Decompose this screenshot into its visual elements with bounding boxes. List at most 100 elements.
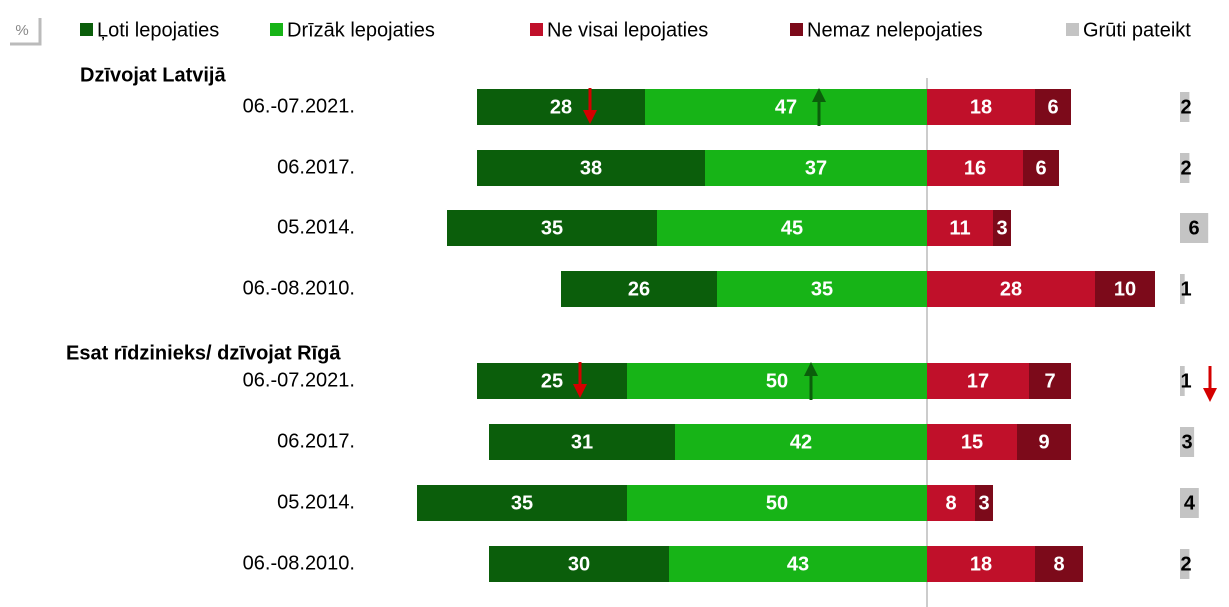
bar-segment (627, 363, 927, 399)
legend-swatch (270, 23, 283, 36)
aside-value-label: 2 (1180, 157, 1191, 179)
arrow-down (573, 362, 587, 398)
bar-value-label: 26 (628, 278, 650, 300)
bar-value-label: 28 (1000, 278, 1022, 300)
bar-segment (717, 271, 927, 307)
category-label: 06.-07.2021. (243, 95, 355, 117)
bar-value-label: 45 (781, 217, 803, 239)
bar-value-label: 15 (961, 431, 983, 453)
legend-label: Ļoti lepojaties (97, 19, 219, 41)
bar-value-label: 50 (766, 492, 788, 514)
category-label: 06.2017. (277, 156, 355, 178)
arrows (573, 88, 1217, 402)
aside-bar (1180, 92, 1190, 122)
bar-value-label: 31 (571, 431, 593, 453)
bar-value-label: 43 (787, 553, 809, 575)
bar-value-label: 38 (580, 157, 602, 179)
aside-bar (1180, 213, 1209, 243)
aside-bar (1180, 488, 1199, 518)
bar-segment (675, 424, 927, 460)
bar-value-label: 3 (978, 492, 989, 514)
bar-segment (1095, 271, 1155, 307)
bar-segment (669, 546, 927, 582)
unit-box (10, 18, 42, 46)
category-label: 06.2017. (277, 430, 355, 452)
aside-value-label: 4 (1184, 492, 1196, 514)
aside-bar (1180, 549, 1190, 579)
bar-value-label: 18 (970, 96, 992, 118)
legend-label: Nemaz nelepojaties (807, 19, 983, 41)
bar-segment (927, 424, 1017, 460)
bar-segment (1029, 363, 1071, 399)
aside-bar (1180, 153, 1190, 183)
bar-value-label: 50 (766, 370, 788, 392)
legend-swatch (790, 23, 803, 36)
bar-value-label: 7 (1044, 370, 1055, 392)
bar-value-label: 35 (541, 217, 563, 239)
category-label: 06.-07.2021. (243, 369, 355, 391)
legend-swatch (80, 23, 93, 36)
bar-value-label: 18 (970, 553, 992, 575)
bar-value-label: 35 (511, 492, 533, 514)
aside-bar (1180, 274, 1185, 304)
bar-value-label: 42 (790, 431, 812, 453)
bar-value-label: 8 (945, 492, 956, 514)
aside-value-label: 1 (1180, 278, 1191, 300)
bar-segment (705, 150, 927, 186)
bar-segment (927, 150, 1023, 186)
legend-label: Drīzāk lepojaties (287, 19, 435, 41)
bar-value-label: 35 (811, 278, 833, 300)
bar-value-label: 6 (1035, 157, 1046, 179)
bar-value-label: 3 (996, 217, 1007, 239)
arrow-up (812, 88, 826, 126)
aside-value-label: 3 (1181, 431, 1192, 453)
category-label: 05.2014. (277, 216, 355, 238)
bar-value-label: 28 (550, 96, 572, 118)
bar-value-label: 10 (1114, 278, 1136, 300)
arrow-down (1203, 366, 1217, 402)
legend-label: Ne visai lepojaties (547, 19, 708, 41)
bar-segment (1035, 546, 1083, 582)
bar-value-label: 37 (805, 157, 827, 179)
bar-segment (489, 546, 669, 582)
bar-value-label: 6 (1047, 96, 1058, 118)
group-title: Dzīvojat Latvijā (80, 64, 226, 86)
bar-value-label: 30 (568, 553, 590, 575)
bar-value-label: 9 (1038, 431, 1049, 453)
aside-value-label: 2 (1180, 553, 1191, 575)
bar-segment (927, 210, 993, 246)
bar-segment (477, 89, 645, 125)
legend-label: Grūti pateikt (1083, 19, 1191, 41)
bar-segment (1017, 424, 1071, 460)
bar-value-label: 17 (967, 370, 989, 392)
bar-segment (927, 546, 1035, 582)
aside-value-label: 6 (1189, 217, 1200, 239)
bar-segment (993, 210, 1011, 246)
bar-value-label: 25 (541, 370, 563, 392)
bar-value-label: 8 (1053, 553, 1064, 575)
bar-segment (561, 271, 717, 307)
arrow-down (583, 88, 597, 124)
legend-swatch (530, 23, 543, 36)
aside-bar (1180, 366, 1185, 396)
bar-segment (975, 485, 993, 521)
bar-segment (417, 485, 627, 521)
group-title: Esat rīdzinieks/ dzīvojat Rīgā (66, 342, 341, 364)
bar-segment (489, 424, 675, 460)
bar-segment (657, 210, 927, 246)
bar-segment (1035, 89, 1071, 125)
bar-segment (477, 363, 627, 399)
legend-swatch (1066, 23, 1079, 36)
aside-value-label: 2 (1180, 96, 1191, 118)
arrow-up (804, 362, 818, 400)
bar-segment (477, 150, 705, 186)
category-label: 05.2014. (277, 491, 355, 513)
category-label: 06.-08.2010. (243, 277, 355, 299)
bar-value-label: 11 (949, 217, 970, 239)
aside-value-label: 1 (1180, 370, 1191, 392)
bar-segment (645, 89, 927, 125)
bar-segment (927, 271, 1095, 307)
bar-segment (1023, 150, 1059, 186)
bar-segment (447, 210, 657, 246)
